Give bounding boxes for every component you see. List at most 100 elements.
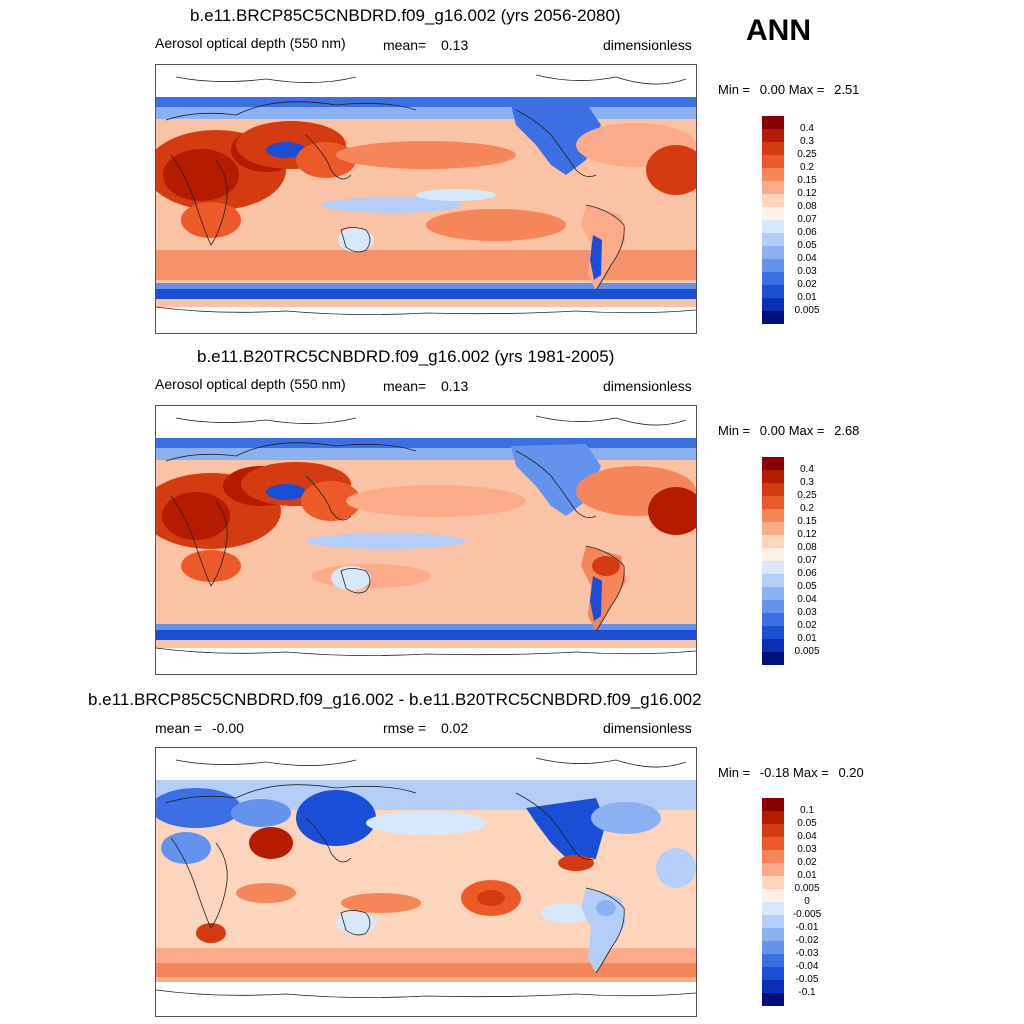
panel3-cb-swatch xyxy=(762,837,784,850)
panel3-mean-label: mean = xyxy=(155,720,203,736)
panel2-cb-swatch xyxy=(762,535,784,548)
panel1-max-value: 2.51 xyxy=(834,82,860,97)
panel3-cb-swatch xyxy=(762,863,784,876)
panel1-min-label: Min = xyxy=(718,82,751,97)
panel1-cb-swatch xyxy=(762,129,784,142)
panel2-cb-label: 0.12 xyxy=(797,529,817,540)
panel2-mean-label: mean= xyxy=(383,378,427,394)
panel2-cb-swatch xyxy=(762,457,784,470)
panel2-cb-swatch xyxy=(762,574,784,587)
panel1-cb-label: 0.03 xyxy=(797,266,817,277)
panel1-cb-swatch xyxy=(762,168,784,181)
panel3-cb-swatch xyxy=(762,902,784,915)
panel3-cb-swatch xyxy=(762,941,784,954)
panel3-max-label: Max = xyxy=(793,765,829,780)
panel1-colorbar: 0.4 0.3 0.25 0.2 0.15 0.12 0.08 0.07 0.0… xyxy=(762,116,820,328)
panel2-cb-label: 0.2 xyxy=(800,503,814,514)
panel1-variable: Aerosol optical depth (550 nm) xyxy=(155,35,346,51)
panel2-cb-label: 0.4 xyxy=(800,464,814,475)
panel2-variable: Aerosol optical depth (550 nm) xyxy=(155,376,346,392)
panel2-cb-label: 0.06 xyxy=(797,568,817,579)
panel1-cb-label: 0.005 xyxy=(794,305,820,316)
panel1-minmax: Min = 0.00 Max = 2.51 xyxy=(718,82,859,97)
panel1-cb-label: 0.08 xyxy=(797,201,817,212)
panel1-cb-swatch xyxy=(762,246,784,259)
panel2-cb-label: 0.08 xyxy=(797,542,817,553)
panel3-cb-swatch xyxy=(762,811,784,824)
panel3-cb-swatch xyxy=(762,928,784,941)
panel3-max-value: 0.20 xyxy=(838,765,864,780)
panel2-cb-swatch xyxy=(762,470,784,483)
panel2-cb-swatch xyxy=(762,587,784,600)
panel1-map xyxy=(155,64,697,334)
panel2-cb-swatch xyxy=(762,613,784,626)
panel3-cb-label: 0.1 xyxy=(800,805,814,816)
panel2-cb-label: 0.25 xyxy=(797,490,817,501)
panel2-colorbar: 0.4 0.3 0.25 0.2 0.15 0.12 0.08 0.07 0.0… xyxy=(762,457,820,669)
panel1-cb-swatch xyxy=(762,155,784,168)
panel3-min-label: Min = xyxy=(718,765,751,780)
panel3-cb-swatch xyxy=(762,993,784,1006)
panel2-cb-label: 0.3 xyxy=(800,477,814,488)
panel1-cb-swatch xyxy=(762,194,784,207)
panel2-min-label: Min = xyxy=(718,423,751,438)
panel2-units: dimensionless xyxy=(603,378,692,394)
panel2-mean-value: 0.13 xyxy=(441,378,469,394)
panel3-cb-swatch xyxy=(762,954,784,967)
panel3-mean-value: -0.00 xyxy=(212,720,244,736)
panel2-cb-label: 0.07 xyxy=(797,555,817,566)
panel2-cb-label: 0.05 xyxy=(797,581,817,592)
panel3-cb-label: -0.04 xyxy=(795,961,819,972)
panel3-cb-label: 0 xyxy=(804,896,810,907)
panel2-min-value: 0.00 xyxy=(759,423,786,438)
panel2-max-value: 2.68 xyxy=(834,423,860,438)
panel3-cb-label: 0.05 xyxy=(797,818,817,829)
panel1-cb-label: 0.12 xyxy=(797,188,817,199)
panel3-cb-label: -0.1 xyxy=(798,987,816,998)
panel2-cb-swatch xyxy=(762,561,784,574)
panel3-cb-swatch xyxy=(762,824,784,837)
panel2-cb-swatch xyxy=(762,522,784,535)
panel2-cb-swatch xyxy=(762,626,784,639)
panel2-map xyxy=(155,405,697,675)
panel1-cb-swatch xyxy=(762,259,784,272)
panel2-cb-swatch xyxy=(762,600,784,613)
panel1-mean-label: mean= xyxy=(383,37,427,53)
panel2-cb-label: 0.02 xyxy=(797,620,817,631)
panel3-units: dimensionless xyxy=(603,720,692,736)
panel2-cb-label: 0.03 xyxy=(797,607,817,618)
panel1-cb-label: 0.04 xyxy=(797,253,817,264)
panel1-cb-swatch xyxy=(762,272,784,285)
panel3-cb-label: -0.01 xyxy=(795,922,819,933)
panel3-rmse-value: 0.02 xyxy=(441,720,469,736)
panel3-cb-swatch xyxy=(762,798,784,811)
panel3-cb-label: -0.05 xyxy=(795,974,819,985)
panel1-cb-swatch xyxy=(762,285,784,298)
panel1-cb-label: 0.05 xyxy=(797,240,817,251)
panel2-cb-swatch xyxy=(762,509,784,522)
panel1-cb-label: 0.15 xyxy=(797,175,817,186)
panel2-max-label: Max = xyxy=(788,423,825,438)
panel2-minmax: Min = 0.00 Max = 2.68 xyxy=(718,423,859,438)
panel3-title: b.e11.BRCP85C5CNBDRD.f09_g16.002 - b.e11… xyxy=(88,690,702,709)
panel1-cb-label: 0.02 xyxy=(797,279,817,290)
panel3-cb-swatch xyxy=(762,967,784,980)
panel1-title: b.e11.BRCP85C5CNBDRD.f09_g16.002 (yrs 20… xyxy=(190,6,621,25)
panel1-cb-label: 0.25 xyxy=(797,149,817,160)
panel1-cb-label: 0.2 xyxy=(800,162,814,173)
panel3-min-value: -0.18 xyxy=(759,765,790,780)
panel2-cb-label: 0.005 xyxy=(794,646,820,657)
panel3-cb-swatch xyxy=(762,889,784,902)
panel3-cb-label: 0.005 xyxy=(794,883,820,894)
panel2-cb-label: 0.04 xyxy=(797,594,817,605)
panel1-cb-label: 0.07 xyxy=(797,214,817,225)
panel1-cb-swatch xyxy=(762,142,784,155)
panel2-cb-swatch xyxy=(762,652,784,665)
panel1-cb-swatch xyxy=(762,298,784,311)
panel3-minmax: Min = -0.18 Max = 0.20 xyxy=(718,765,864,780)
panel1-mean-value: 0.13 xyxy=(441,37,469,53)
panel2-cb-label: 0.01 xyxy=(797,633,817,644)
panel3-cb-label: -0.03 xyxy=(795,948,819,959)
panel3-cb-label: 0.01 xyxy=(797,870,817,881)
panel3-cb-swatch xyxy=(762,876,784,889)
